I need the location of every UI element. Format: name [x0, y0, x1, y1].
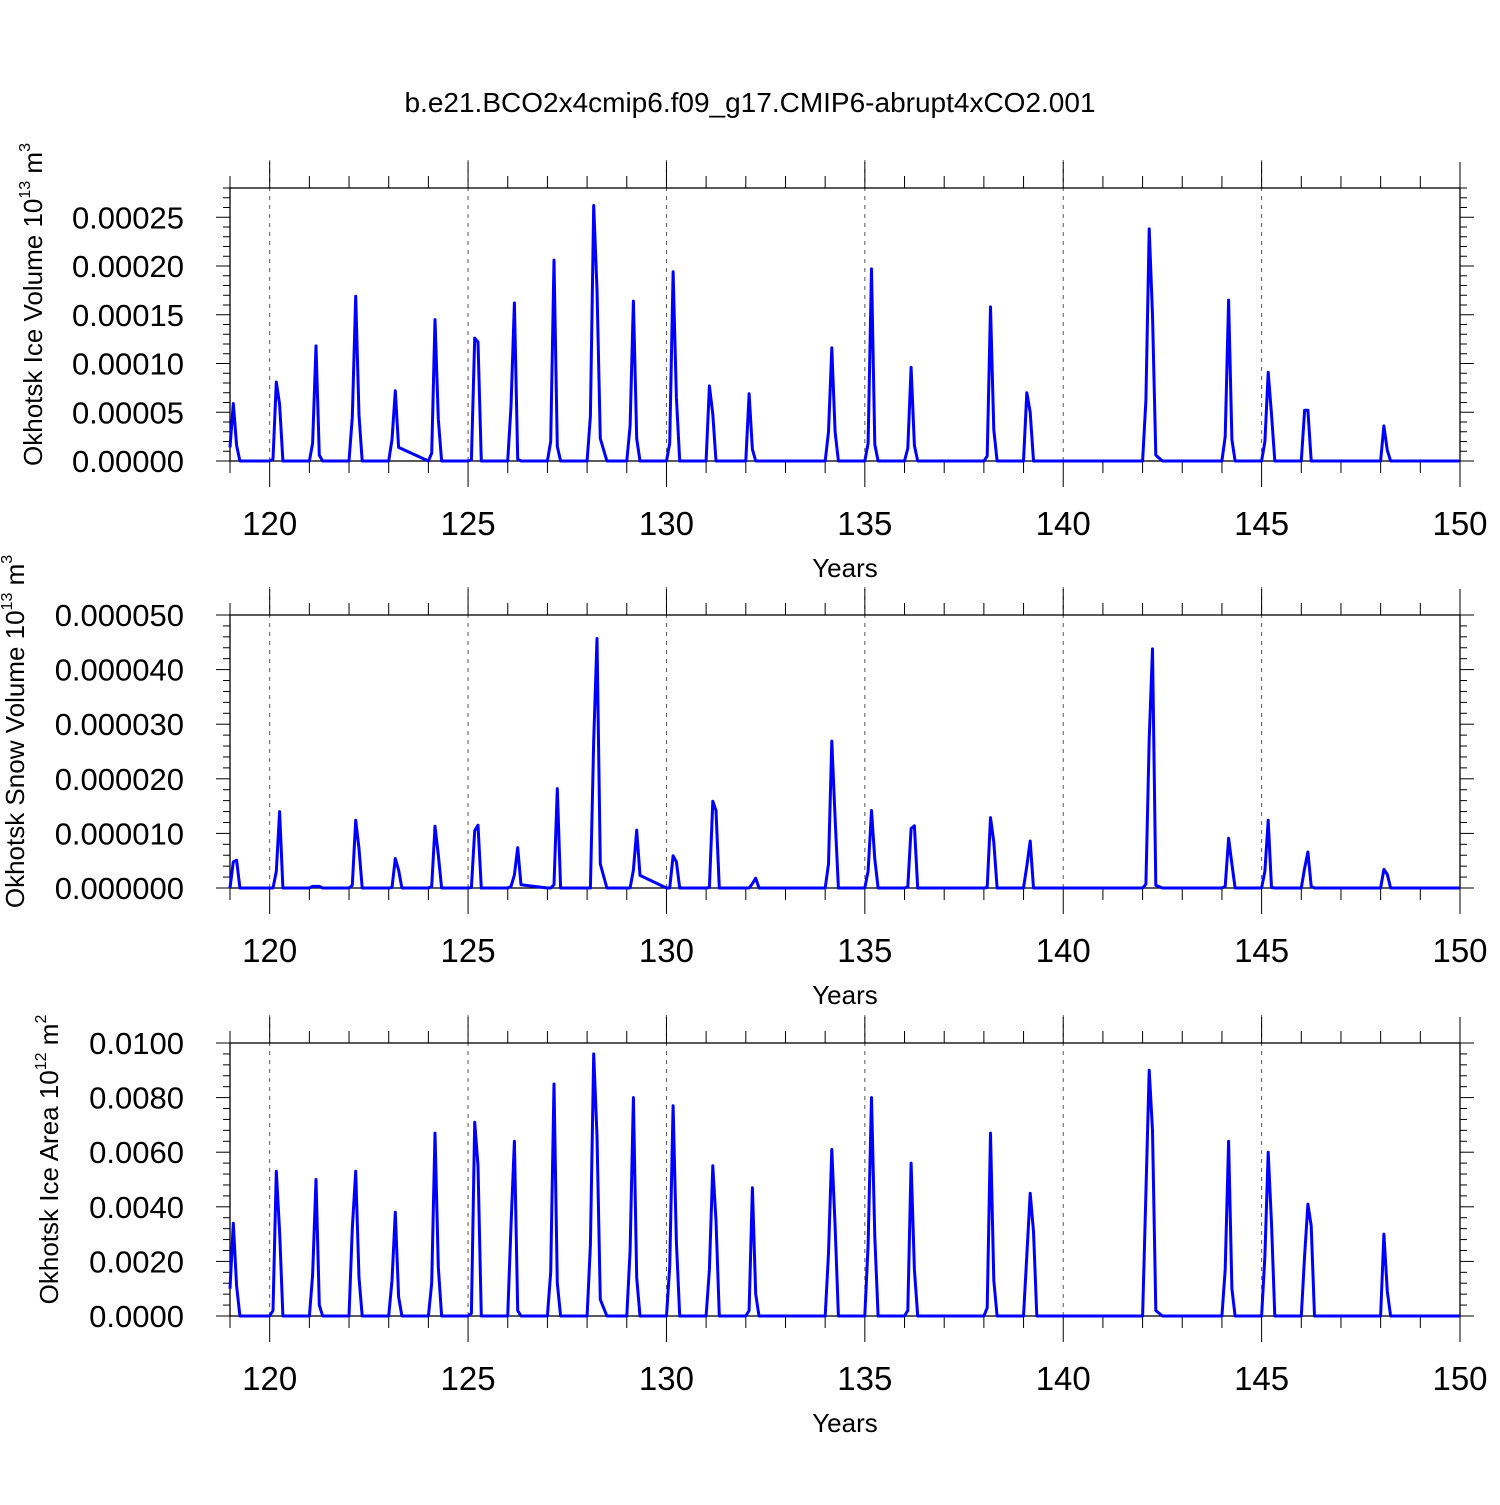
y-axis-label-unit-exp: 3 — [17, 143, 34, 152]
x-tick-label: 145 — [1234, 505, 1289, 542]
chart-title: b.e21.BCO2x4cmip6.f09_g17.CMIP6-abrupt4x… — [404, 87, 1095, 118]
y-axis-label-text: Okhotsk Ice Volume 10 — [18, 199, 48, 466]
y-axis-label-exp: 12 — [33, 1052, 50, 1070]
x-tick-label: 140 — [1036, 505, 1091, 542]
y-tick-label: 0.00015 — [72, 298, 184, 333]
data-series-line — [228, 637, 1460, 890]
x-tick-label: 135 — [837, 505, 892, 542]
x-tick-label: 140 — [1036, 1360, 1091, 1397]
x-tick-label: 150 — [1432, 932, 1487, 969]
y-tick-label: 0.00005 — [72, 395, 184, 430]
y-tick-label: 0.000010 — [55, 816, 184, 851]
y-tick-label: 0.00025 — [72, 200, 184, 235]
x-tick-label: 145 — [1234, 932, 1289, 969]
y-axis-label: Okhotsk Snow Volume 1013 m3 — [0, 555, 30, 908]
x-tick-label: 135 — [837, 932, 892, 969]
y-axis-label-unit: m — [34, 1024, 64, 1053]
plot-frame — [229, 187, 1461, 462]
y-tick-label: 0.000040 — [55, 653, 184, 688]
x-tick-label: 145 — [1234, 1360, 1289, 1397]
plot-frame — [229, 614, 1461, 889]
data-series-line — [228, 1052, 1460, 1318]
y-tick-label: 0.000050 — [55, 598, 184, 633]
data-series-line — [228, 204, 1460, 463]
y-tick-label: 0.00020 — [72, 249, 184, 284]
y-tick-label: 0.000000 — [55, 871, 184, 906]
y-tick-label: 0.0040 — [89, 1190, 184, 1225]
y-axis-label-unit-exp: 2 — [33, 1015, 50, 1024]
y-axis-label-text: Okhotsk Ice Area 10 — [34, 1070, 64, 1304]
y-tick-label: 0.0000 — [89, 1299, 184, 1334]
y-axis-label-text: Okhotsk Snow Volume 10 — [0, 610, 30, 908]
y-axis-label: Okhotsk Ice Area 1012 m2 — [33, 1015, 64, 1305]
y-tick-label: 0.0060 — [89, 1135, 184, 1170]
x-axis-label: Years — [812, 553, 878, 583]
x-axis-label: Years — [812, 1408, 878, 1438]
x-tick-label: 150 — [1432, 1360, 1487, 1397]
x-tick-label: 120 — [242, 505, 297, 542]
y-axis-label: Okhotsk Ice Volume 1013 m3 — [17, 143, 48, 466]
x-tick-label: 130 — [639, 932, 694, 969]
chart-panel-1: 120 125 130 135 140 145 150 0.00000 0.00005 0.000… — [17, 143, 1488, 583]
chart-panel-2: 120 125 130 135 140 145 150 0.000000 0.000010 0.0… — [0, 555, 1488, 1010]
x-tick-label: 130 — [639, 505, 694, 542]
y-tick-label: 0.000020 — [55, 762, 184, 797]
x-tick-label: 120 — [242, 1360, 297, 1397]
y-axis-label-exp: 13 — [17, 181, 34, 199]
plot-frame — [229, 1042, 1461, 1317]
x-tick-label: 140 — [1036, 932, 1091, 969]
x-tick-label: 130 — [639, 1360, 694, 1397]
x-tick-label: 150 — [1432, 505, 1487, 542]
x-tick-label: 125 — [441, 505, 496, 542]
y-axis-label-unit: m — [18, 152, 48, 181]
x-axis-label: Years — [812, 980, 878, 1010]
x-tick-label: 120 — [242, 932, 297, 969]
y-axis-label-exp: 13 — [0, 593, 16, 611]
x-tick-label: 125 — [441, 932, 496, 969]
y-tick-label: 0.0080 — [89, 1081, 184, 1116]
y-tick-label: 0.0100 — [89, 1026, 184, 1061]
x-tick-label: 135 — [837, 1360, 892, 1397]
chart-panel-3: 120 125 130 135 140 145 150 0.0000 0.0020 0.0040 0… — [33, 1015, 1488, 1438]
y-axis-label-unit-exp: 3 — [0, 555, 16, 564]
y-tick-label: 0.00000 — [72, 444, 184, 479]
y-tick-label: 0.0020 — [89, 1244, 184, 1279]
y-tick-label: 0.00010 — [72, 347, 184, 382]
y-tick-label: 0.000030 — [55, 707, 184, 742]
y-axis-label-unit: m — [0, 564, 30, 593]
x-tick-label: 125 — [441, 1360, 496, 1397]
